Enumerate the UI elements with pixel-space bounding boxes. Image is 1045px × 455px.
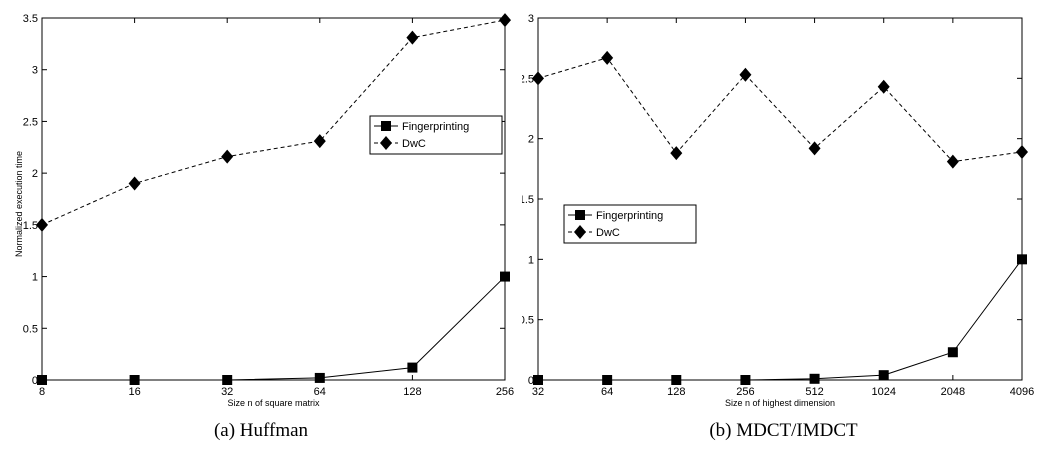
chart-panel-huffman: 0 0.5 1 1.5 2 2.5 3 3.5 8 16 32 64 128 256 Size n of s… <box>0 0 522 455</box>
data-point-fingerprinting <box>1017 254 1027 265</box>
legend-label: DwC <box>402 138 426 150</box>
data-point-dwc <box>128 176 141 191</box>
data-point-fingerprinting <box>878 370 889 381</box>
plot-area-frame <box>41 17 506 381</box>
y-tick-label: 3 <box>32 65 38 77</box>
legend-marker <box>575 210 585 220</box>
y-tick-label: 1.5 <box>23 220 38 232</box>
x-tick-label: 128 <box>403 386 421 398</box>
y-tick-label: 0 <box>32 375 38 387</box>
data-point-dwc <box>670 146 683 161</box>
x-tick-label: 8 <box>39 386 45 398</box>
data-point-fingerprinting <box>533 375 543 385</box>
legend-label: DwC <box>596 227 620 239</box>
y-tick-label: 0.5 <box>522 315 534 327</box>
legend-box <box>369 115 503 155</box>
x-tick-label: 512 <box>805 386 823 398</box>
x-tick-label: 2048 <box>941 386 965 398</box>
series-line-fingerprinting <box>42 276 506 381</box>
data-point-dwc <box>808 141 821 156</box>
data-point-dwc <box>36 217 48 232</box>
data-point-dwc <box>499 13 511 28</box>
legend-marker <box>381 121 391 131</box>
x-tick-label: 64 <box>314 386 326 398</box>
x-tick-label: 32 <box>532 386 544 398</box>
data-point-fingerprinting <box>602 375 613 385</box>
x-tick-label: 128 <box>667 386 685 398</box>
x-tick-label: 4096 <box>1010 386 1034 398</box>
x-tick-label: 16 <box>128 386 140 398</box>
chart-panel-mdct: 0 0.5 1 1.5 2 2.5 3 32 64 128 256 512 1024 2048 4096 Si… <box>510 0 1045 455</box>
data-point-dwc <box>601 50 614 65</box>
data-point-fingerprinting <box>671 375 682 385</box>
data-point-dwc <box>406 30 419 45</box>
data-point-dwc <box>221 149 234 164</box>
y-tick-label: 2.5 <box>522 73 534 85</box>
data-point-dwc <box>739 67 752 82</box>
data-point-fingerprinting <box>37 375 47 385</box>
series-line-fingerprinting <box>538 259 1023 381</box>
data-point-fingerprinting <box>740 375 751 385</box>
plot-area-frame <box>537 17 1023 381</box>
y-tick-label: 1 <box>32 272 38 284</box>
y-tick-label: 0 <box>528 375 534 387</box>
x-tick-label: 256 <box>496 386 514 398</box>
x-axis-label: Size n of square matrix <box>227 398 320 408</box>
y-axis-label: Normalized execution time <box>14 151 24 257</box>
chart-mdct: 0 0.5 1 1.5 2 2.5 3 32 64 128 256 512 1024 2048 4096 Si… <box>510 13 1034 408</box>
chart-caption: (a) Huffman <box>213 420 309 441</box>
legend-marker <box>574 225 586 239</box>
chart-huffman: 0 0.5 1 1.5 2 2.5 3 3.5 8 16 32 64 128 256 Size n of s… <box>14 13 514 408</box>
x-tick-label: 1024 <box>871 386 895 398</box>
data-point-fingerprinting <box>500 271 510 282</box>
y-tick-label: 2 <box>32 168 38 180</box>
x-axis-label: Size n of highest dimension <box>725 398 835 408</box>
y-tick-label: 3.5 <box>23 13 38 25</box>
x-tick-label: 64 <box>601 386 613 398</box>
chart-caption: (b) MDCT/IMDCT <box>709 420 858 441</box>
legend-label: Fingerprinting <box>402 121 469 133</box>
x-tick-label: 32 <box>221 386 233 398</box>
data-point-fingerprinting <box>222 375 233 385</box>
y-tick-label: 2 <box>528 134 534 146</box>
legend-box <box>563 204 697 244</box>
data-point-fingerprinting <box>947 347 958 358</box>
y-tick-label: 1 <box>528 254 534 266</box>
y-tick-label: 2.5 <box>23 116 38 128</box>
series-line-dwc <box>41 19 506 226</box>
legend-marker <box>380 136 392 150</box>
legend-label: Fingerprinting <box>596 210 663 222</box>
y-tick-label: 0.5 <box>23 323 38 335</box>
data-point-dwc <box>313 134 326 149</box>
series-line-dwc <box>537 57 1023 163</box>
data-point-dwc <box>877 79 890 94</box>
data-point-fingerprinting <box>809 373 820 384</box>
x-tick-label: 256 <box>736 386 754 398</box>
data-point-dwc <box>1016 144 1028 159</box>
data-point-fingerprinting <box>314 372 325 383</box>
y-tick-label: 1.5 <box>522 194 534 206</box>
data-point-dwc <box>532 71 544 86</box>
data-point-fingerprinting <box>407 362 418 373</box>
data-point-fingerprinting <box>129 375 140 385</box>
y-tick-label: 3 <box>528 13 534 25</box>
data-point-dwc <box>946 154 959 169</box>
